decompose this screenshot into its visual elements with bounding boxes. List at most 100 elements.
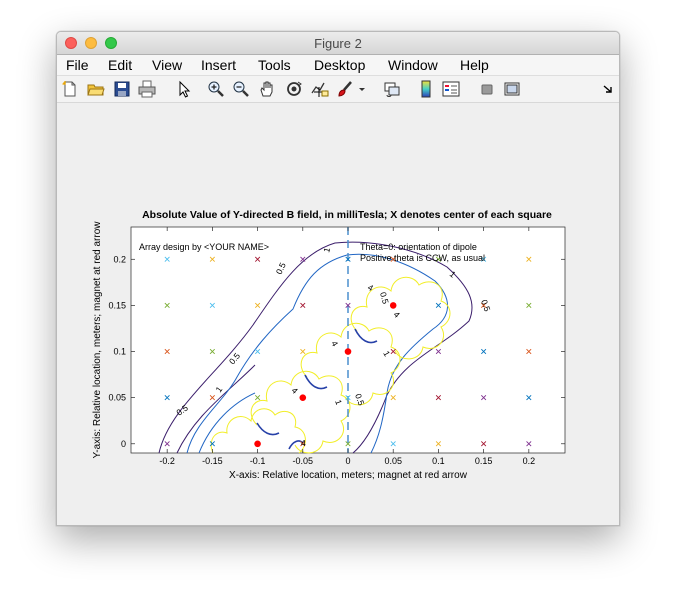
menu-tools[interactable]: Tools	[258, 57, 291, 73]
contour-label-4-e: 4	[392, 309, 403, 320]
contour-label-4-a: 4	[329, 339, 340, 348]
square-center-marker	[300, 348, 306, 355]
brush-icon[interactable]	[336, 80, 354, 98]
annotation-array-design: Array design by <YOUR NAME>	[139, 242, 269, 252]
x-tick-label: 0.05	[384, 456, 402, 466]
minimize-window-button[interactable]	[85, 37, 97, 49]
menu-edit[interactable]: Edit	[108, 57, 133, 73]
contour-label-1-b: 1	[321, 246, 332, 253]
x-tick-label: -0.1	[250, 456, 266, 466]
square-center-marker	[300, 302, 306, 309]
link-plot-icon[interactable]	[383, 80, 401, 98]
square-center-marker	[435, 395, 442, 401]
square-center-marker	[254, 348, 261, 355]
annotation-theta: Theta=0: orientation of dipole	[360, 242, 477, 252]
contour-label-05-c: 0.5	[274, 261, 288, 276]
data-cursor-icon[interactable]	[311, 80, 329, 98]
square-center-marker	[300, 441, 306, 447]
x-tick-label: 0.15	[475, 456, 493, 466]
legend-icon[interactable]	[442, 80, 460, 98]
contour-label-05-e: 0.5	[353, 392, 367, 407]
contour-label-1-c: 1	[448, 269, 458, 280]
square-center-marker	[481, 441, 487, 447]
plot-svg: Absolute Value of Y-directed B field, in…	[92, 209, 566, 481]
title-bar[interactable]: Figure 2	[57, 32, 619, 55]
x-tick-label: -0.05	[293, 456, 314, 466]
chart-title: Absolute Value of Y-directed B field, in…	[142, 209, 552, 221]
figure-canvas: Absolute Value of Y-directed B field, in…	[57, 103, 619, 525]
menu-window[interactable]: Window	[388, 57, 438, 73]
zoom-out-icon[interactable]	[232, 80, 250, 98]
dock-arrow-icon[interactable]	[602, 80, 614, 98]
x-tick-label: -0.2	[159, 456, 175, 466]
square-center-marker	[345, 441, 351, 447]
contour-label-1-d: 1	[381, 349, 392, 358]
x-tick-label: 0.2	[523, 456, 536, 466]
y-tick-label: 0.05	[108, 393, 126, 403]
x-axis-label: X-axis: Relative location, meters; magne…	[229, 470, 468, 481]
square-center-marker	[481, 395, 487, 401]
close-window-button[interactable]	[65, 37, 77, 49]
magnet-dot	[344, 348, 352, 355]
square-center-marker	[209, 256, 215, 262]
edit-plot-arrow-icon[interactable]	[175, 80, 193, 98]
square-center-marker	[345, 302, 351, 309]
square-center-marker	[164, 256, 170, 262]
annotation-positive-theta: Positive theta is CCW, as usual	[360, 253, 485, 263]
figure-window: Figure 2 File Edit View Insert Tools Des…	[56, 31, 620, 526]
print-icon[interactable]	[138, 80, 156, 98]
square-center-marker	[254, 395, 261, 401]
square-center-marker	[435, 302, 442, 309]
square-center-markers	[164, 256, 532, 447]
square-center-marker	[209, 441, 215, 447]
square-center-marker	[254, 256, 261, 262]
zoom-window-button[interactable]	[105, 37, 117, 49]
magnet-dots	[254, 302, 397, 448]
contour-label-4-b: 4	[366, 282, 375, 293]
magnet-dot	[254, 440, 261, 448]
square-center-marker	[481, 302, 487, 309]
open-file-icon[interactable]	[87, 80, 105, 98]
menu-file[interactable]: File	[66, 57, 89, 73]
x-tick-label: 0.1	[432, 456, 445, 466]
rotate-3d-icon[interactable]	[285, 80, 303, 98]
square-center-marker	[164, 395, 170, 401]
contour-labels: 0.5 1 0.5 0.5 1 1 0.5 1 1 4 4 4 4 4 0.5 …	[174, 246, 492, 448]
colorbar-icon[interactable]	[417, 80, 435, 98]
menu-desktop[interactable]: Desktop	[314, 57, 366, 73]
y-tick-label: 0	[121, 439, 126, 449]
square-center-marker	[345, 395, 351, 401]
zoom-in-icon[interactable]	[207, 80, 225, 98]
hide-plot-tools-icon[interactable]	[478, 80, 496, 98]
square-center-marker	[390, 348, 396, 355]
square-center-marker	[526, 302, 532, 309]
magnet-dot	[389, 302, 397, 309]
square-center-marker	[481, 348, 487, 355]
save-icon[interactable]	[113, 80, 131, 98]
square-center-marker	[526, 256, 532, 262]
square-center-marker	[345, 256, 351, 262]
menu-help[interactable]: Help	[460, 57, 489, 73]
menu-bar: File Edit View Insert Tools Desktop Wind…	[57, 55, 619, 76]
contour-label-05-d: 0.5	[479, 298, 493, 313]
window-title: Figure 2	[314, 36, 362, 51]
y-axis-label: Y-axis: Relative location, meters; magne…	[92, 221, 103, 459]
menu-insert[interactable]: Insert	[201, 57, 237, 73]
y-tick-label: 0.15	[108, 300, 126, 310]
square-center-marker	[390, 256, 396, 262]
y-axis-ticks: 0 0.05 0.1 0.15 0.2	[108, 254, 565, 449]
brush-menu-arrow-icon[interactable]	[357, 80, 367, 98]
square-center-marker	[435, 256, 442, 262]
contour-label-1-a: 1	[213, 384, 224, 394]
y-tick-label: 0.2	[113, 254, 126, 264]
square-center-marker	[435, 348, 442, 355]
square-center-marker	[481, 256, 487, 262]
square-center-marker	[254, 302, 261, 309]
x-tick-label: 0	[345, 456, 350, 466]
square-center-marker	[209, 302, 215, 309]
new-figure-icon[interactable]	[61, 80, 79, 98]
pan-hand-icon[interactable]	[258, 80, 276, 98]
y-tick-label: 0.1	[113, 347, 126, 357]
menu-view[interactable]: View	[152, 57, 183, 73]
show-plot-tools-icon[interactable]	[503, 80, 521, 98]
